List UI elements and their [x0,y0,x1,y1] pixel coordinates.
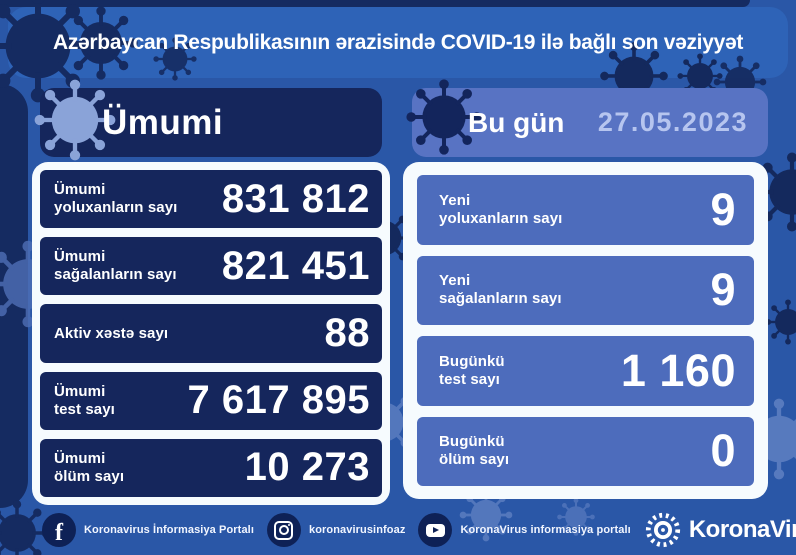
stat-label: Ümumi yoluxanların sayı [54,181,178,217]
youtube-label: KoronaVirus informasiya portalı [460,524,631,536]
row-new-recovered: Yeni sağalanların sayı 9 [417,255,754,325]
youtube-icon [418,513,453,547]
facebook-label: Koronavirus İnformasiya Portalı [84,524,254,536]
stat-value: 9 [710,183,736,235]
facebook-icon: f [42,513,76,547]
logo-text: KoronaVirus [688,516,796,543]
instagram-link[interactable]: koronavirusinfoaz [266,513,406,547]
stat-label: Aktiv xəstə sayı [54,324,169,342]
row-active-cases: Aktiv xəstə sayı 88 [40,304,382,363]
stat-label: Ümumi sağalanların sayı [54,248,177,284]
row-total-infected: Ümumi yoluxanların sayı 831 812 [40,170,382,229]
instagram-label: koronavirusinfoaz [308,524,406,536]
instagram-icon [266,513,301,547]
totals-header: Ümumi [34,79,382,161]
row-today-tests: Bugünkü test sayı 1 160 [417,336,754,406]
today-title: Bu gün [468,106,565,138]
virus-decoration-icon [765,299,796,345]
stat-value: 88 [324,311,370,355]
stat-label: Yeni yoluxanların sayı [439,191,563,227]
logo-virus-icon [645,512,680,548]
report-date: 27.05.2023 [597,107,748,137]
stat-label: Yeni sağalanların sayı [439,272,562,308]
facebook-link[interactable]: f Koronavirus İnformasiya Portalı [42,513,254,547]
today-panel: Yeni yoluxanların sayı 9 Yeni sağalanlar… [403,162,768,499]
stat-label: Ümumi ölüm sayı [54,449,125,485]
top-frame-strip [0,0,750,7]
stat-value: 831 812 [221,176,370,221]
stat-value: 1 160 [620,344,736,396]
totals-title: Ümumi [102,102,224,142]
row-new-infected: Yeni yoluxanların sayı 9 [417,175,754,245]
stat-value: 10 273 [244,445,370,490]
koronavirus-info-logo: KoronaVirus info [644,511,796,549]
row-total-recovered: Ümumi sağalanların sayı 821 451 [40,237,382,296]
row-total-deaths: Ümumi ölüm sayı 10 273 [40,438,382,498]
stat-value: 7 617 895 [187,378,370,423]
row-total-tests: Ümumi test sayı 7 617 895 [40,371,382,430]
stat-value: 9 [710,264,736,316]
youtube-link[interactable]: KoronaVirus informasiya portalı [418,513,631,547]
footer: f Koronavirus İnformasiya Portalı korona… [0,510,796,550]
stat-label: Bugünkü ölüm sayı [439,433,510,469]
totals-panel: Ümumi yoluxanların sayı 831 812 Ümumi sa… [32,162,390,505]
left-frame-blob [0,84,28,508]
page-title: Azərbaycan Respublikasının ərazisində CO… [52,30,744,54]
row-today-deaths: Bugünkü ölüm sayı 0 [417,416,754,486]
title-banner: Azərbaycan Respublikasının ərazisində CO… [8,7,788,78]
stat-label: Ümumi test sayı [54,382,115,418]
today-header: Bu gün 27.05.2023 [406,79,768,157]
stat-value: 821 451 [221,243,370,288]
stat-value: 0 [710,425,736,477]
stat-label: Bugünkü test sayı [439,352,505,388]
